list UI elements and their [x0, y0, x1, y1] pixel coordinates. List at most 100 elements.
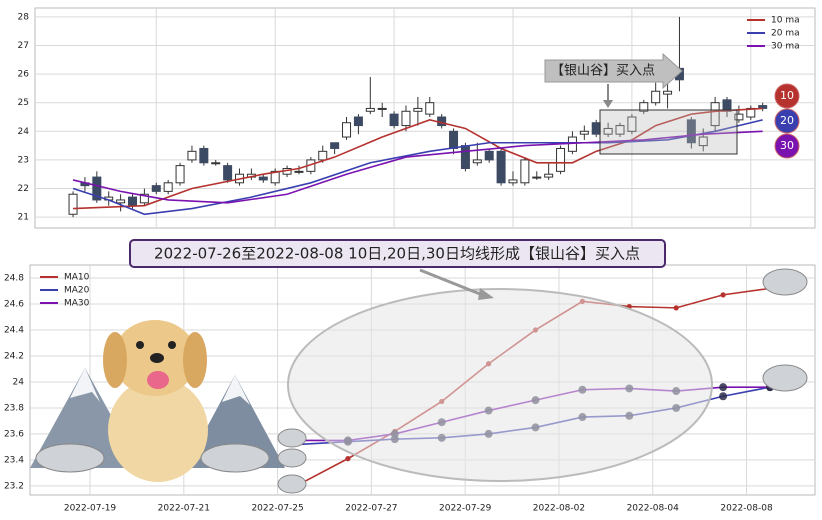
x-tick-label: 2022-08-08	[720, 504, 773, 514]
candle-body	[472, 159, 482, 164]
y-tick-label: 23.6	[4, 429, 24, 439]
candle-body	[175, 165, 185, 184]
y-tick-label: 23.8	[4, 403, 24, 413]
x-tick-label: 2022-07-27	[345, 504, 397, 514]
badge-label: 20	[780, 114, 794, 127]
candle-body	[710, 102, 720, 127]
candle-body	[163, 182, 173, 192]
y-tick-label: 25	[18, 98, 29, 108]
candle-body	[591, 122, 601, 135]
y-tick-label: 26	[18, 70, 30, 80]
banner-text: 2022-07-26至2022-08-08 10日,20日,30日均线形成【银山…	[154, 245, 640, 263]
candle-body	[128, 196, 137, 207]
y-tick-label: 24.4	[4, 325, 24, 335]
candle-body	[342, 122, 352, 138]
candle-body	[496, 150, 506, 184]
x-tick-label: 2022-08-02	[533, 504, 585, 514]
badge	[774, 83, 800, 109]
ma-line	[73, 107, 763, 210]
y-tick-label: 24	[18, 127, 30, 137]
candle-body	[484, 150, 494, 161]
annotation-text: 【银山谷】买入点	[551, 64, 655, 79]
candle-body	[508, 179, 518, 184]
candle-body	[520, 159, 530, 184]
y-tick-label: 22	[18, 184, 29, 194]
badge-label: 10	[780, 89, 794, 102]
candle-body	[151, 185, 161, 192]
candle-body	[556, 147, 566, 172]
candle-body	[532, 176, 542, 179]
point	[719, 383, 728, 392]
top-chart: 21 22 23 24 25 26 27 28 10 ma 20 ma 30 ma 10 20 30	[18, 8, 815, 228]
candle-body	[401, 110, 411, 127]
y-tick-label: 24.8	[4, 273, 24, 283]
banner: 2022-07-26至2022-08-08 10日,20日,30日均线形成【银山…	[129, 239, 666, 300]
legend-label: 20 ma	[771, 29, 800, 39]
candle-body	[579, 130, 589, 135]
candle-body	[603, 127, 613, 135]
point	[345, 456, 351, 462]
y-tick-label: 23.4	[4, 455, 24, 465]
legend-label: MA20	[64, 286, 90, 296]
candle-body	[698, 136, 708, 147]
candle-body	[353, 116, 363, 127]
x-tick-label: 2022-07-19	[64, 504, 117, 514]
y-tick-label: 28	[18, 12, 30, 22]
point	[719, 392, 728, 401]
candle-body	[449, 130, 459, 149]
y-tick-label: 24	[13, 377, 25, 387]
candle-body	[116, 199, 126, 204]
legend-label: MA30	[64, 299, 90, 309]
x-tick-label: 2022-08-04	[627, 504, 680, 514]
candle-body	[199, 147, 209, 164]
candle-body	[139, 193, 149, 204]
y-tick-label: 23	[18, 155, 29, 165]
candle-body	[92, 176, 102, 201]
candle-body	[615, 125, 625, 135]
candle-body	[389, 113, 399, 127]
candle-body	[627, 116, 637, 132]
dog	[103, 320, 208, 482]
highlight-ellipse	[287, 288, 713, 482]
legend-label: 30 ma	[771, 42, 800, 52]
candle-body	[187, 150, 197, 161]
candle-body	[318, 150, 328, 161]
badge-label: 30	[780, 139, 794, 152]
x-tick-label: 2022-07-25	[251, 504, 303, 514]
candle-body	[294, 170, 304, 173]
legend-label: MA10	[64, 273, 90, 283]
candle-body	[425, 102, 435, 115]
candle-body	[68, 193, 78, 215]
ma-line	[72, 130, 763, 204]
ingots	[35, 268, 808, 494]
y-tick-label: 24.6	[4, 299, 24, 309]
candle-body	[460, 145, 470, 169]
candle-body	[270, 170, 280, 184]
candle-body	[211, 162, 221, 165]
top-callout: 【银山谷】买入点	[544, 52, 738, 155]
candle-body	[734, 113, 744, 121]
y-tick-label: 27	[18, 41, 29, 51]
candle-body	[651, 90, 661, 104]
y-tick-label: 24.2	[4, 351, 24, 361]
y-tick-label: 23.2	[4, 481, 24, 491]
candle-body	[330, 142, 340, 149]
x-tick-label: 2022-07-29	[439, 504, 492, 514]
y-tick-label: 21	[18, 213, 29, 223]
candle-body	[223, 165, 233, 181]
point	[720, 292, 726, 298]
badge	[774, 133, 800, 159]
candle-body	[544, 173, 554, 178]
x-tick-label: 2022-07-21	[158, 504, 210, 514]
candle-body	[377, 107, 387, 110]
candle-body	[663, 90, 673, 95]
candle-body	[639, 102, 649, 112]
candle-body	[258, 176, 268, 181]
candle-body	[413, 107, 423, 112]
candle-body	[365, 107, 375, 112]
candle-body	[686, 119, 696, 144]
badge	[774, 108, 800, 134]
legend-label: 10 ma	[771, 16, 800, 26]
point	[673, 305, 679, 311]
